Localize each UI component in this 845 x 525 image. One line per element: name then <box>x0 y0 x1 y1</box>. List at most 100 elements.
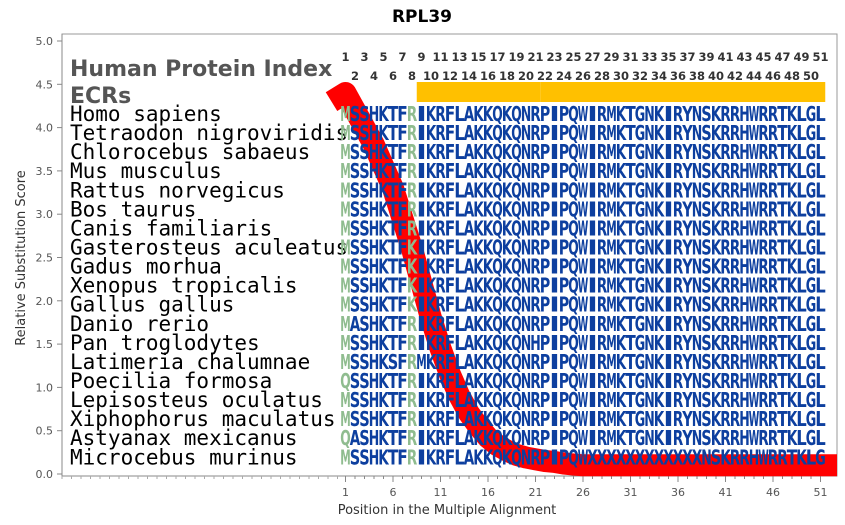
species-label: Danio rerio <box>70 312 209 336</box>
residue: I <box>549 388 560 412</box>
x-tick-label: 26 <box>576 486 590 499</box>
residue: T <box>625 388 636 412</box>
residue: I <box>587 350 598 374</box>
residue: R <box>435 331 446 355</box>
residue: G <box>806 197 817 221</box>
residue: N <box>644 159 655 183</box>
residue: H <box>749 445 760 469</box>
residue: N <box>644 178 655 202</box>
residue: Q <box>568 350 579 374</box>
residue: K <box>426 140 438 164</box>
residue: G <box>635 102 646 126</box>
residue: K <box>426 178 438 202</box>
residue: H <box>739 293 750 317</box>
residue: Q <box>492 369 503 393</box>
y-tick-label: 0.5 <box>36 425 54 438</box>
residue: S <box>359 121 370 145</box>
residue: L <box>454 407 465 431</box>
residue: W <box>578 312 589 336</box>
residue: F <box>445 369 456 393</box>
residue: K <box>473 331 485 355</box>
residue: A <box>464 293 475 317</box>
residue: M <box>340 102 351 126</box>
residue: R <box>758 178 769 202</box>
residue: R <box>597 121 608 145</box>
residue: K <box>711 255 723 279</box>
residue: N <box>692 121 703 145</box>
residue: R <box>597 140 608 164</box>
residue: K <box>483 426 495 450</box>
residue: S <box>701 388 712 412</box>
residue: T <box>777 159 788 183</box>
residue: K <box>654 407 666 431</box>
residue: R <box>720 388 731 412</box>
residue: R <box>730 121 741 145</box>
residue: R <box>530 178 541 202</box>
residue: K <box>616 274 628 298</box>
residue: T <box>777 369 788 393</box>
residue: H <box>739 388 750 412</box>
residue: M <box>606 274 617 298</box>
residue: R <box>768 178 779 202</box>
residue: F <box>397 350 408 374</box>
residue: K <box>473 140 485 164</box>
residue: K <box>502 102 514 126</box>
residue: N <box>644 140 655 164</box>
residue: R <box>758 369 769 393</box>
residue: I <box>663 197 674 221</box>
residue: M <box>606 255 617 279</box>
residue: X <box>644 445 655 469</box>
residue: S <box>701 255 712 279</box>
residue: W <box>578 216 589 240</box>
residue: I <box>663 331 674 355</box>
residue: M <box>340 331 351 355</box>
residue: T <box>777 426 788 450</box>
residue: G <box>635 350 646 374</box>
residue: K <box>426 350 438 374</box>
residue: G <box>806 293 817 317</box>
residue: T <box>388 407 399 431</box>
y-tick-label: 0.0 <box>36 468 54 481</box>
position-number: 51 <box>812 50 828 64</box>
residue: T <box>625 350 636 374</box>
residue: K <box>502 312 514 336</box>
residue: K <box>616 407 628 431</box>
residue: G <box>806 388 817 412</box>
residue: Y <box>682 293 694 317</box>
x-tick-label: 6 <box>390 486 397 499</box>
x-tick-label: 31 <box>624 486 638 499</box>
residue: P <box>559 140 570 164</box>
residue: R <box>720 274 731 298</box>
residue: K <box>502 445 514 469</box>
residue: L <box>815 350 826 374</box>
position-number: 29 <box>603 50 619 64</box>
residue: R <box>407 407 418 431</box>
residue: G <box>806 274 817 298</box>
residue: I <box>416 159 427 183</box>
residue: S <box>350 350 361 374</box>
residue: R <box>768 255 779 279</box>
residue: R <box>758 388 769 412</box>
residue: P <box>559 274 570 298</box>
residue: T <box>777 235 788 259</box>
residue: L <box>815 331 826 355</box>
residue: R <box>407 197 418 221</box>
residue: R <box>673 121 684 145</box>
residue: T <box>625 293 636 317</box>
position-number: 46 <box>765 69 781 83</box>
residue: K <box>654 159 666 183</box>
residue: S <box>359 407 370 431</box>
residue: K <box>378 140 390 164</box>
position-number: 33 <box>641 50 657 64</box>
residue: F <box>397 178 408 202</box>
residue: X <box>616 445 627 469</box>
residue: S <box>701 121 712 145</box>
residue: P <box>559 445 570 469</box>
residue: L <box>815 235 826 259</box>
residue: M <box>340 293 351 317</box>
residue: R <box>768 121 779 145</box>
residue: I <box>549 312 560 336</box>
position-number: 15 <box>470 50 486 64</box>
residue: X <box>663 445 674 469</box>
residue: F <box>397 216 408 240</box>
